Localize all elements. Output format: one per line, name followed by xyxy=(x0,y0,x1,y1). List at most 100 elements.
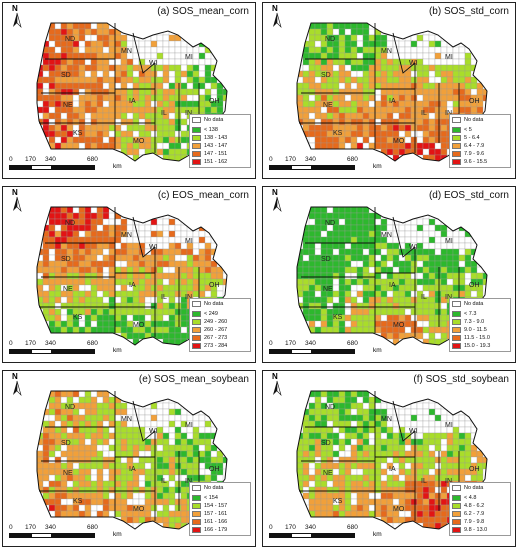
county-cell xyxy=(90,207,98,214)
state-label-ne: NE xyxy=(63,102,73,109)
county-cell xyxy=(84,278,92,286)
county-cell xyxy=(428,260,436,268)
county-cell xyxy=(156,40,164,48)
county-cell xyxy=(344,420,352,428)
county-cell xyxy=(302,468,310,476)
county-cell xyxy=(168,414,176,422)
county-cell xyxy=(422,462,430,470)
county-cell xyxy=(314,106,322,114)
county-cell xyxy=(332,456,340,464)
county-cell xyxy=(308,112,316,120)
county-cell xyxy=(120,130,128,138)
county-cell xyxy=(192,456,200,464)
county-cell xyxy=(476,88,484,96)
county-cell xyxy=(410,480,418,488)
county-cell xyxy=(380,408,388,416)
county-cell xyxy=(126,106,134,114)
county-cell xyxy=(48,100,56,108)
county-cell xyxy=(156,236,164,244)
county-cell xyxy=(60,23,68,30)
county-cell xyxy=(380,326,388,334)
county-cell xyxy=(168,516,176,524)
county-cell xyxy=(332,76,340,84)
county-cell xyxy=(398,94,406,102)
legend-item: 15.0 - 19.3 xyxy=(452,342,508,350)
county-cell xyxy=(344,510,352,518)
legend-swatch xyxy=(192,485,201,491)
county-cell xyxy=(434,510,442,518)
county-cell xyxy=(120,302,128,310)
county-cell xyxy=(84,444,92,452)
county-cell xyxy=(356,498,364,506)
county-cell xyxy=(180,320,188,328)
county-cell xyxy=(326,456,334,464)
county-cell xyxy=(54,396,62,404)
county-cell xyxy=(102,236,110,244)
county-cell xyxy=(102,420,110,428)
county-cell xyxy=(168,260,176,268)
county-cell xyxy=(120,438,128,446)
county-cell xyxy=(138,82,146,90)
county-cell xyxy=(458,284,466,292)
county-cell xyxy=(326,136,334,144)
county-cell xyxy=(380,58,388,66)
county-cell xyxy=(392,112,400,120)
county-cell xyxy=(114,76,122,84)
county-cell xyxy=(138,474,146,482)
county-cell xyxy=(108,112,116,120)
county-cell xyxy=(54,242,62,250)
legend-swatch xyxy=(452,311,461,317)
county-cell xyxy=(320,58,328,66)
state-label-ks: KS xyxy=(333,498,343,505)
county-cell xyxy=(84,124,92,132)
county-cell xyxy=(168,402,176,410)
county-cell xyxy=(72,444,80,452)
county-cell xyxy=(404,112,412,120)
county-cell xyxy=(192,242,200,250)
county-cell xyxy=(48,218,56,226)
county-cell xyxy=(470,450,478,458)
county-cell xyxy=(66,296,74,304)
county-cell xyxy=(356,391,364,398)
county-cell xyxy=(374,254,382,262)
county-cell xyxy=(332,136,340,144)
county-cell xyxy=(314,124,322,132)
county-cell xyxy=(368,76,376,84)
county-cell xyxy=(192,462,200,470)
county-cell xyxy=(308,492,316,500)
county-cell xyxy=(96,224,104,232)
county-cell xyxy=(422,248,430,256)
scale-tick-label: 170 xyxy=(285,340,296,347)
county-cell xyxy=(428,64,436,72)
county-cell xyxy=(54,40,62,48)
county-cell xyxy=(404,296,412,304)
county-cell xyxy=(338,136,346,144)
county-cell xyxy=(398,100,406,108)
county-cell xyxy=(162,420,170,428)
county-cell xyxy=(416,444,424,452)
county-cell xyxy=(72,474,80,482)
county-cell xyxy=(210,456,218,464)
county-cell xyxy=(156,46,164,54)
county-cell xyxy=(156,142,164,150)
county-cell xyxy=(90,426,98,434)
legend-swatch xyxy=(452,327,461,333)
county-cell xyxy=(54,480,62,488)
county-cell xyxy=(356,272,364,280)
county-cell xyxy=(356,450,364,458)
county-cell xyxy=(452,242,460,250)
county-cell xyxy=(108,230,116,238)
county-cell xyxy=(150,450,158,458)
county-cell xyxy=(332,296,340,304)
county-cell xyxy=(356,82,364,90)
county-cell xyxy=(416,34,424,42)
county-cell xyxy=(344,296,352,304)
county-cell xyxy=(42,118,50,126)
county-cell xyxy=(126,432,134,440)
county-cell xyxy=(108,414,116,422)
county-cell xyxy=(404,492,412,500)
county-cell xyxy=(410,420,418,428)
state-label-ks: KS xyxy=(333,130,343,137)
county-cell xyxy=(156,284,164,292)
county-cell xyxy=(416,462,424,470)
